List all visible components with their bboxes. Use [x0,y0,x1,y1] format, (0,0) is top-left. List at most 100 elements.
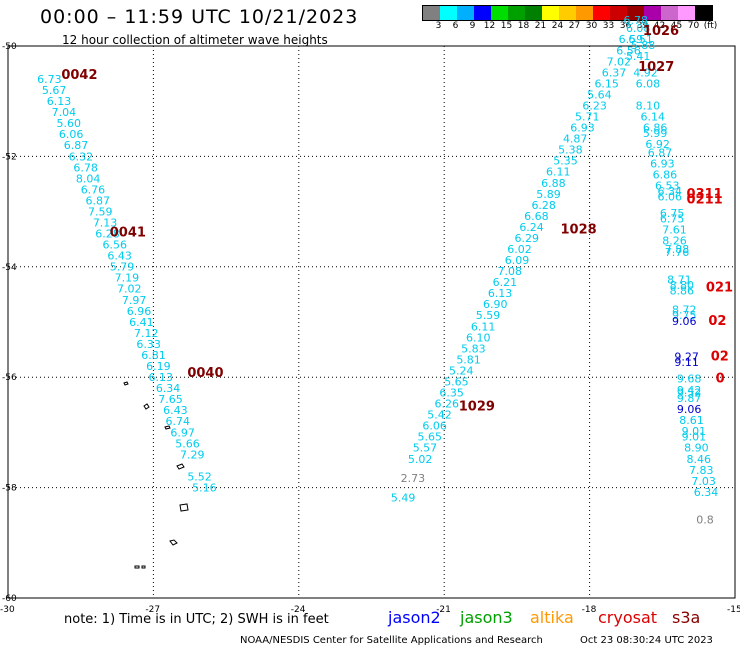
wave-height-value: 7.04 [52,106,76,119]
wave-height-value: 6.59 [619,33,644,46]
colorbar-labels: 3 6 9 12 15 18 21 24 27 30 33 36 39 42 45 70 (ft) [422,21,740,33]
colorbar-swatch [423,6,440,20]
colorbar-label: 39 [636,21,649,31]
wave-height-value: 6.37 [602,66,627,79]
colorbar-swatch [525,6,542,20]
wave-height-value: 6.73 [37,73,62,86]
satellite-legend-item: s3a [672,608,701,627]
colorbar-label: 24 [551,21,564,31]
wave-height-value: 7.02 [117,283,142,296]
wave-height-value: 7.08 [498,265,522,278]
wave-height-value: 8.61 [679,414,704,427]
colorbar-label: 27 [568,21,581,31]
wave-height-value: 7.13 [93,217,118,230]
map-frame [7,45,736,599]
lon-label: -21 [436,605,451,615]
pass-number-label: 0 [716,372,725,387]
wave-height-value: 7.03 [691,475,716,488]
lat-label: -58 [2,484,17,494]
wave-height-value: 6.78 [624,14,649,27]
satellite-legend-item: cryosat [598,608,658,627]
colorbar-label: 21 [534,21,547,31]
colorbar-swatch [678,6,695,20]
wave-height-value: 6.86 [643,122,668,135]
satellite-legend-item: jason3 [460,608,513,627]
wave-height-value: 5.83 [461,342,486,355]
wave-height-value: 5.52 [187,470,212,483]
wave-height-value: 6.06 [59,128,84,141]
pass-number-label: 1027 [638,60,674,75]
timestamp-text: Oct 23 08:30:24 UTC 2023 [580,635,713,646]
wave-height-value: 6.68 [524,210,549,223]
wave-height-value: 6.43 [107,250,131,263]
wave-height-value: 9.42 [677,384,702,397]
wave-height-value: 9.01 [682,425,707,438]
colorbar-swatch [661,6,678,20]
lat-label: -54 [2,263,17,273]
wave-height-value: 5.64 [587,88,612,101]
colorbar-label: 12 [483,21,496,31]
colorbar-swatch [508,6,525,20]
colorbar-swatch [593,6,610,20]
wave-height-value: 5.24 [449,364,474,377]
lat-label: -52 [2,152,17,162]
wave-height-value: 7.88 [665,243,690,256]
wave-height-value: 7.29 [180,448,205,461]
wave-height-value: 7.97 [122,294,147,307]
wave-height-value: 6.23 [582,99,607,112]
island-outline [141,565,146,569]
wave-height-value: 8.72 [672,304,697,317]
pass-number-label: 0040 [187,366,223,381]
wave-height-value: 9.06 [677,403,702,416]
pass-labels: 0042004100401026102710281029031102110210… [61,24,733,414]
wave-height-value: 6.75 [660,207,685,220]
colorbar-swatch [627,6,644,20]
wave-height-value: 5.35 [553,155,578,168]
wave-height-value: 8.71 [667,273,692,286]
lon-label: -27 [145,605,160,615]
wave-height-value: 6.29 [514,232,539,245]
wave-height-value: 6.78 [73,161,98,174]
wave-height-value: 5.67 [42,84,67,97]
wave-height-value: 5.99 [643,127,668,140]
pass-number-label: 02 [708,314,726,329]
satellite-legend-item: altika [530,608,574,627]
lat-label: -56 [2,373,17,383]
island-outline [123,381,129,386]
island-outline [164,425,171,430]
wave-height-value: 6.06 [422,420,447,433]
wave-height-value: 6.93 [570,122,595,135]
wave-height-value: 6.56 [103,239,128,252]
wave-height-value: 6.35 [439,387,464,400]
wave-height-colorbar [422,5,713,21]
wave-height-value: 6.86 [653,168,678,181]
colorbar-label: (ft) [703,21,718,31]
wave-height-value: 6.43 [163,404,188,417]
wave-height-value: 9.75 [672,309,697,322]
wave-height-value: 6.74 [166,415,191,428]
wave-height-value: 6.10 [466,331,491,344]
wave-height-value: 6.13 [149,371,174,384]
wave-height-value: 6.09 [505,254,530,267]
colorbar-swatch [576,6,593,20]
wave-height-value: 6.32 [69,150,94,163]
colorbar-label: 45 [670,21,683,31]
colorbar-label: 70 [687,21,700,31]
wave-height-value: 6.19 [146,360,171,373]
colorbar-label: 18 [517,21,530,31]
wave-height-value: 5.02 [408,453,433,466]
wave-height-value: 6.34 [694,486,719,499]
wave-height-value: 6.24 [519,221,544,234]
wave-height-value: 5.49 [391,491,416,504]
wave-height-value: 7.65 [158,393,183,406]
wave-height-value: 8.04 [76,172,101,185]
colorbar-swatch [474,6,491,20]
island-outlines [123,381,189,569]
wave-height-value: 8.10 [636,99,661,112]
pass-number-label: 1026 [643,24,679,39]
wave-height-value: 6.56 [616,44,641,57]
lat-label: -50 [2,42,17,52]
map-title: 00:00 – 11:59 UTC 10/21/2023 [40,6,359,28]
wave-height-value: 5.65 [444,375,469,388]
pass-number-label: 021 [706,281,733,296]
